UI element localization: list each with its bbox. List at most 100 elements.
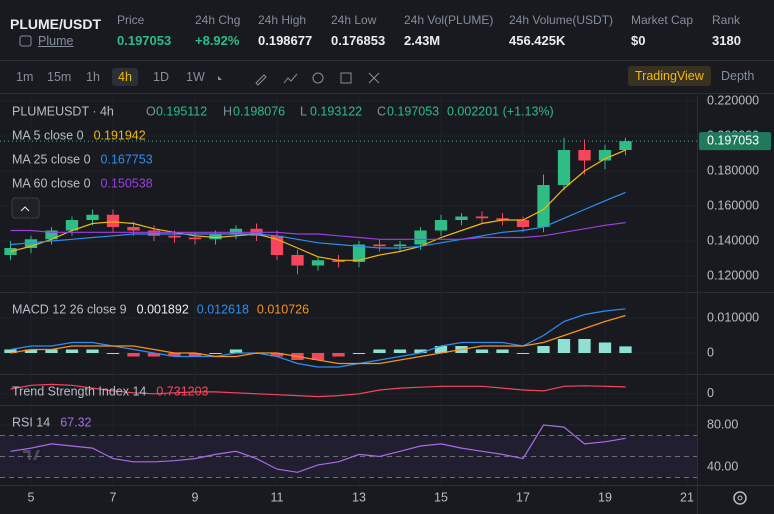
macd-histogram-bar bbox=[209, 352, 222, 354]
price-change: 0.002201 (+1.13%) bbox=[447, 104, 554, 118]
macd-hist-value: 0.001892 bbox=[137, 302, 189, 316]
candle-body bbox=[578, 150, 591, 161]
macd-histogram-bar bbox=[537, 345, 550, 353]
candle-body bbox=[147, 230, 161, 236]
candle-body bbox=[516, 220, 530, 228]
candle-body bbox=[168, 235, 181, 238]
candle-body bbox=[65, 220, 79, 231]
macd-histogram-bar bbox=[373, 349, 386, 353]
candle-body bbox=[86, 214, 99, 221]
ohlc-label: O bbox=[146, 104, 156, 118]
caret[interactable] bbox=[218, 76, 222, 80]
y-tick-label: 0 bbox=[707, 386, 714, 400]
candle-body bbox=[188, 237, 202, 240]
indicator-line bbox=[10, 191, 626, 249]
divider bbox=[0, 93, 774, 94]
x-tick-label: 13 bbox=[352, 490, 366, 504]
interval-button[interactable]: 4h bbox=[112, 68, 138, 86]
macd-histogram-bar bbox=[516, 352, 530, 354]
ohlc-value: 0.197053 bbox=[387, 104, 439, 118]
x-tick-label: 7 bbox=[110, 490, 117, 504]
stat-value: 0.176853 bbox=[331, 33, 386, 48]
indicator-value: 0.012618 bbox=[197, 302, 249, 316]
candle-body bbox=[537, 185, 550, 228]
fullscreen-icon[interactable] bbox=[368, 72, 380, 84]
stat-value: $0 bbox=[631, 33, 646, 48]
interval-button[interactable]: 1D bbox=[153, 70, 169, 84]
macd-histogram-bar bbox=[188, 352, 202, 357]
stat-label: Price bbox=[117, 13, 145, 27]
stat-value: +8.92% bbox=[195, 33, 240, 48]
indicator-icon[interactable] bbox=[283, 73, 298, 84]
y-tick-label: 0.160000 bbox=[707, 198, 759, 212]
macd-histogram-bar bbox=[4, 349, 17, 353]
stat-value: 456.425K bbox=[509, 33, 566, 48]
ohlc-value: 0.195112 bbox=[156, 104, 207, 118]
symbol: PLUME/USDT bbox=[10, 16, 101, 32]
x-tick-label: 17 bbox=[516, 490, 530, 504]
macd-histogram-bar bbox=[229, 349, 243, 353]
settings-gear[interactable] bbox=[733, 491, 747, 505]
macd-histogram-bar bbox=[352, 352, 366, 354]
pane-title: RSI 14 bbox=[12, 415, 50, 429]
x-tick-label: 21 bbox=[680, 490, 694, 504]
ohlc-label: C bbox=[377, 104, 386, 118]
macd-histogram-bar bbox=[45, 349, 58, 353]
ohlc-value: 0.198076 bbox=[233, 104, 285, 118]
settings-icon[interactable] bbox=[312, 72, 324, 84]
last-price-tag bbox=[699, 132, 771, 151]
interval-button[interactable]: 15m bbox=[47, 70, 72, 84]
stat-label: 24h Chg bbox=[195, 13, 241, 27]
tool-icons bbox=[218, 72, 380, 86]
y-tick-label: 0 bbox=[707, 345, 714, 359]
divider bbox=[0, 60, 774, 61]
candle-body bbox=[127, 227, 140, 231]
indicator-value: 67.32 bbox=[60, 415, 91, 429]
view-button[interactable]: TradingView bbox=[628, 66, 711, 86]
candle-body bbox=[455, 216, 468, 221]
stat-label: 24h Low bbox=[331, 13, 377, 27]
ma-legend-name: MA 5 close 0 bbox=[12, 128, 84, 142]
interval-button[interactable]: 1m bbox=[16, 70, 34, 84]
macd-histogram-bar bbox=[311, 352, 325, 360]
candle-body bbox=[475, 216, 489, 219]
indicator-value: 0.010726 bbox=[257, 302, 309, 316]
view-button[interactable]: Depth bbox=[721, 69, 755, 83]
indicator-line bbox=[10, 149, 626, 261]
y-tick-label: 40.00 bbox=[707, 459, 738, 473]
pane-title: Trend Strength Index 14 bbox=[12, 384, 146, 398]
coin-name[interactable]: Plume bbox=[38, 34, 74, 48]
indicator-line bbox=[10, 314, 626, 365]
candle-body bbox=[373, 244, 386, 247]
ohlc-label: L bbox=[300, 104, 307, 118]
candle-body bbox=[291, 255, 304, 266]
macd-histogram-bar bbox=[496, 349, 509, 353]
interval-button[interactable]: 1W bbox=[186, 70, 205, 84]
macd-histogram-bar bbox=[332, 352, 345, 357]
macd-histogram-bar bbox=[434, 345, 448, 353]
stat-label: 24h Vol(PLUME) bbox=[404, 13, 494, 27]
ohlc-label: H bbox=[223, 104, 232, 118]
draw-icon[interactable] bbox=[255, 74, 267, 86]
stat-label: Rank bbox=[712, 13, 741, 27]
collapse-button[interactable] bbox=[11, 197, 40, 219]
macd-histogram-bar bbox=[24, 349, 38, 353]
interval-button[interactable]: 1h bbox=[86, 70, 100, 84]
macd-histogram-bar bbox=[65, 349, 79, 353]
x-tick-label: 15 bbox=[434, 490, 448, 504]
rsi-band bbox=[0, 435, 697, 478]
y-tick-label: 80.00 bbox=[707, 417, 738, 431]
ma-legend-name: MA 60 close 0 bbox=[12, 176, 91, 190]
macd-histogram-bar bbox=[270, 352, 284, 357]
macd-histogram-bar bbox=[86, 349, 99, 353]
candle-body bbox=[45, 230, 58, 240]
macd-histogram-bar bbox=[414, 349, 427, 353]
save-icon[interactable] bbox=[340, 72, 352, 84]
macd-histogram-bar bbox=[127, 352, 140, 357]
macd-histogram-bar bbox=[619, 346, 632, 353]
candle-body bbox=[4, 248, 17, 256]
y-tick-label: 0.180000 bbox=[707, 163, 759, 177]
candle-body bbox=[496, 218, 509, 221]
candle-body bbox=[352, 244, 366, 263]
ma-legend-name: MA 25 close 0 bbox=[12, 152, 91, 166]
